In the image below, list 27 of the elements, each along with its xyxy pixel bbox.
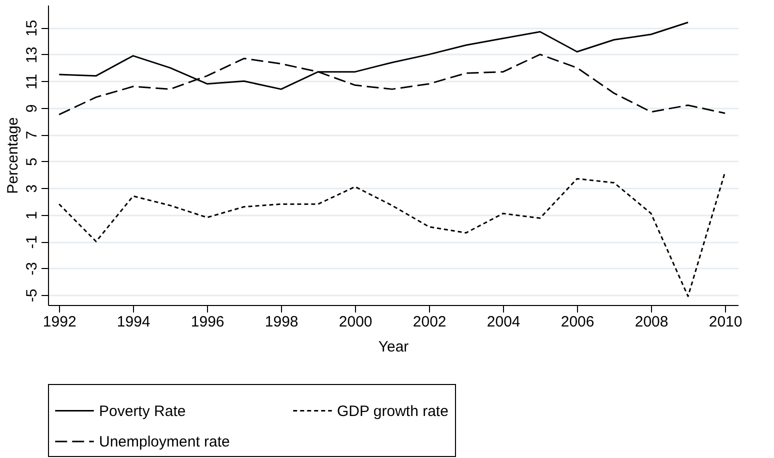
x-tick-label: 1996	[190, 314, 224, 330]
x-tick-label: 2004	[486, 314, 520, 330]
x-tick-label: 2002	[412, 314, 446, 330]
x-tick-label: 2010	[708, 314, 742, 330]
y-tick-label: -1	[24, 235, 40, 249]
x-tick-label: 1998	[264, 314, 298, 330]
legend-label: GDP growth rate	[337, 402, 448, 420]
x-tick-label: 2000	[338, 314, 372, 330]
x-axis-title: Year	[378, 338, 409, 356]
y-tick-label: 11	[24, 74, 40, 90]
y-tick-label: 3	[24, 184, 40, 193]
x-tick-label: 2008	[634, 314, 668, 330]
y-tick-label: 1	[24, 211, 40, 220]
x-tick-label: 1992	[42, 314, 76, 330]
y-tick-label: 9	[24, 104, 40, 113]
x-tick-label: 1994	[116, 314, 150, 330]
y-tick-label: -5	[24, 288, 40, 302]
line-series	[58, 171, 726, 298]
y-tick-label: 15	[24, 20, 40, 37]
y-axis-title: Percentage	[4, 117, 22, 194]
y-tick-label: 7	[24, 130, 40, 140]
y-tick-label: -3	[24, 262, 40, 276]
legend-label: Unemployment rate	[99, 434, 230, 450]
y-tick-label: 13	[24, 46, 40, 64]
legend-label: Poverty Rate	[99, 402, 186, 420]
x-tick-label: 2006	[560, 314, 594, 330]
y-tick-label: 5	[24, 158, 40, 166]
